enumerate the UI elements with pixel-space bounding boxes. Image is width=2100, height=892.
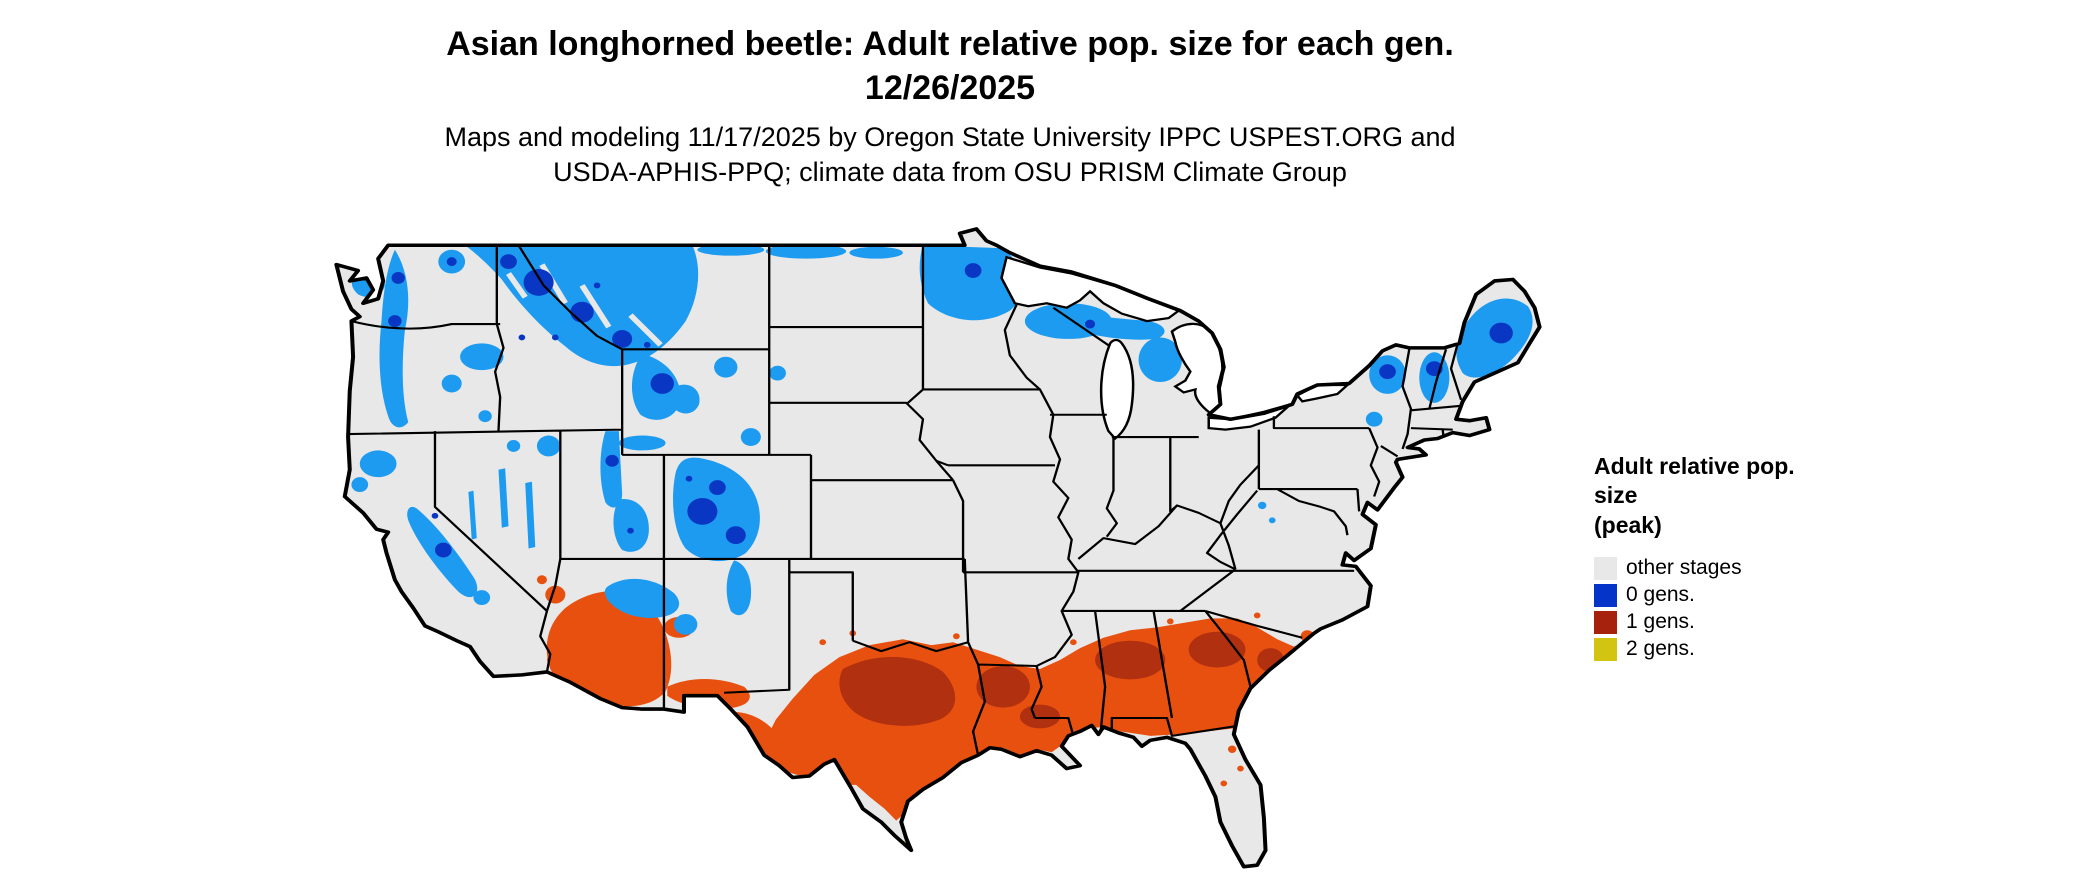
great-lakes [1000, 255, 1351, 441]
legend-title: Adult relative pop. size (peak) [1594, 452, 1844, 540]
legend-row-1-gens: 1 gens. [1594, 610, 1844, 634]
legend-items: other stages 0 gens. 1 gens. 2 gens. [1594, 556, 1844, 661]
legend-swatch-0-gens [1594, 583, 1617, 607]
legend-swatch-2-gens [1594, 637, 1617, 661]
legend-row-other-stages: other stages [1594, 556, 1844, 580]
nation-outline [334, 227, 1542, 869]
page-title-date: 12/26/2025 [864, 69, 1036, 108]
page-title-line1: Asian longhorned beetle: Adult relative … [446, 25, 1454, 63]
map-legend: Adult relative pop. size (peak) other st… [1594, 452, 1844, 664]
lake-michigan [1099, 338, 1135, 441]
state-borders [348, 244, 1463, 756]
legend-row-2-gens: 2 gens. [1594, 637, 1844, 661]
us-map-svg [334, 227, 1542, 869]
legend-row-0-gens: 0 gens. [1594, 583, 1844, 607]
legend-label-2-gens: 2 gens. [1626, 637, 1695, 661]
legend-swatch-1-gens [1594, 610, 1617, 634]
legend-title-line1: Adult relative pop. size [1594, 453, 1795, 509]
legend-label-1-gens: 1 gens. [1626, 610, 1695, 634]
legend-label-0-gens: 0 gens. [1626, 583, 1695, 607]
legend-title-line2: (peak) [1594, 511, 1662, 538]
legend-label-other-stages: other stages [1626, 556, 1742, 580]
map-header: Asian longhorned beetle: Adult relative … [0, 22, 1900, 110]
subtitle-line1: Maps and modeling 11/17/2025 by Oregon S… [444, 122, 1456, 152]
zone-0-gens [351, 243, 1533, 635]
subtitle-line2: USDA-APHIS-PPQ; climate data from OSU PR… [553, 157, 1347, 188]
legend-swatch-other-stages [1594, 556, 1617, 580]
map-subtitle: Maps and modeling 11/17/2025 by Oregon S… [0, 120, 1900, 190]
us-map [318, 220, 1558, 886]
